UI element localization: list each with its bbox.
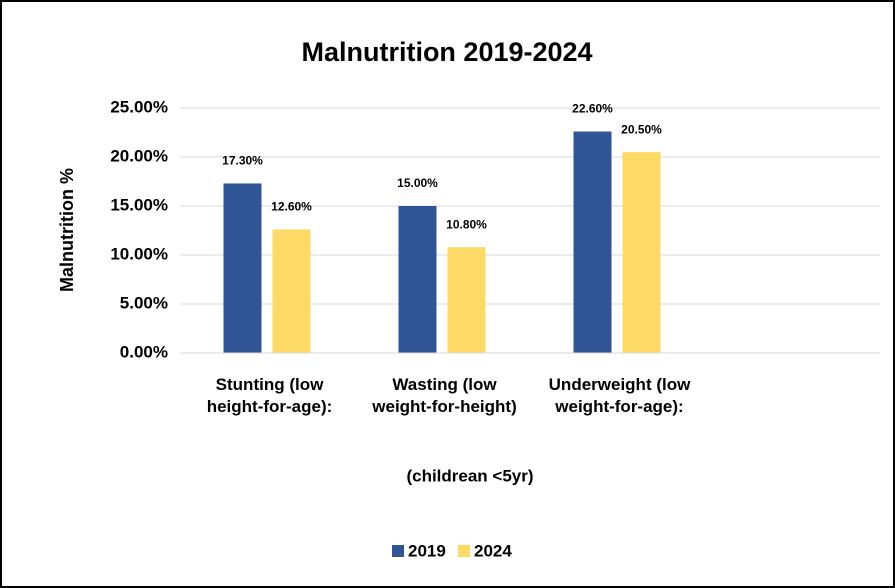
legend-swatch [458, 545, 470, 557]
x-axis-label: (childrean <5yr) [406, 466, 533, 485]
bar [398, 206, 437, 353]
y-tick-label: 15.00% [110, 195, 168, 214]
legend-label: 2024 [474, 541, 512, 560]
bar [573, 131, 612, 353]
data-label: 17.30% [222, 154, 263, 168]
x-tick-label: Underweight (low weight-for-age): [548, 375, 691, 416]
y-tick-label: 20.00% [110, 146, 168, 165]
data-label: 22.60% [572, 102, 613, 116]
data-label: 15.00% [397, 176, 438, 190]
legend-label: 2019 [408, 541, 446, 560]
y-axis-label: Malnutrition % [57, 168, 77, 292]
y-tick-label: 0.00% [120, 342, 168, 361]
bar [622, 152, 661, 353]
legend-swatch [392, 545, 404, 557]
x-tick-label: Stunting (low height-for-age): [206, 375, 333, 416]
x-tick-label: Wasting (low weight-for-height) [372, 375, 517, 416]
y-tick-label: 25.00% [110, 97, 168, 116]
data-label: 20.50% [621, 122, 662, 136]
bar [272, 229, 311, 353]
bar [447, 247, 486, 353]
data-label: 10.80% [446, 217, 487, 231]
bar [223, 183, 262, 353]
data-label: 12.60% [271, 200, 312, 214]
y-tick-label: 10.00% [110, 244, 168, 263]
chart-title: Malnutrition 2019-2024 [301, 37, 592, 67]
y-tick-label: 5.00% [120, 293, 168, 312]
